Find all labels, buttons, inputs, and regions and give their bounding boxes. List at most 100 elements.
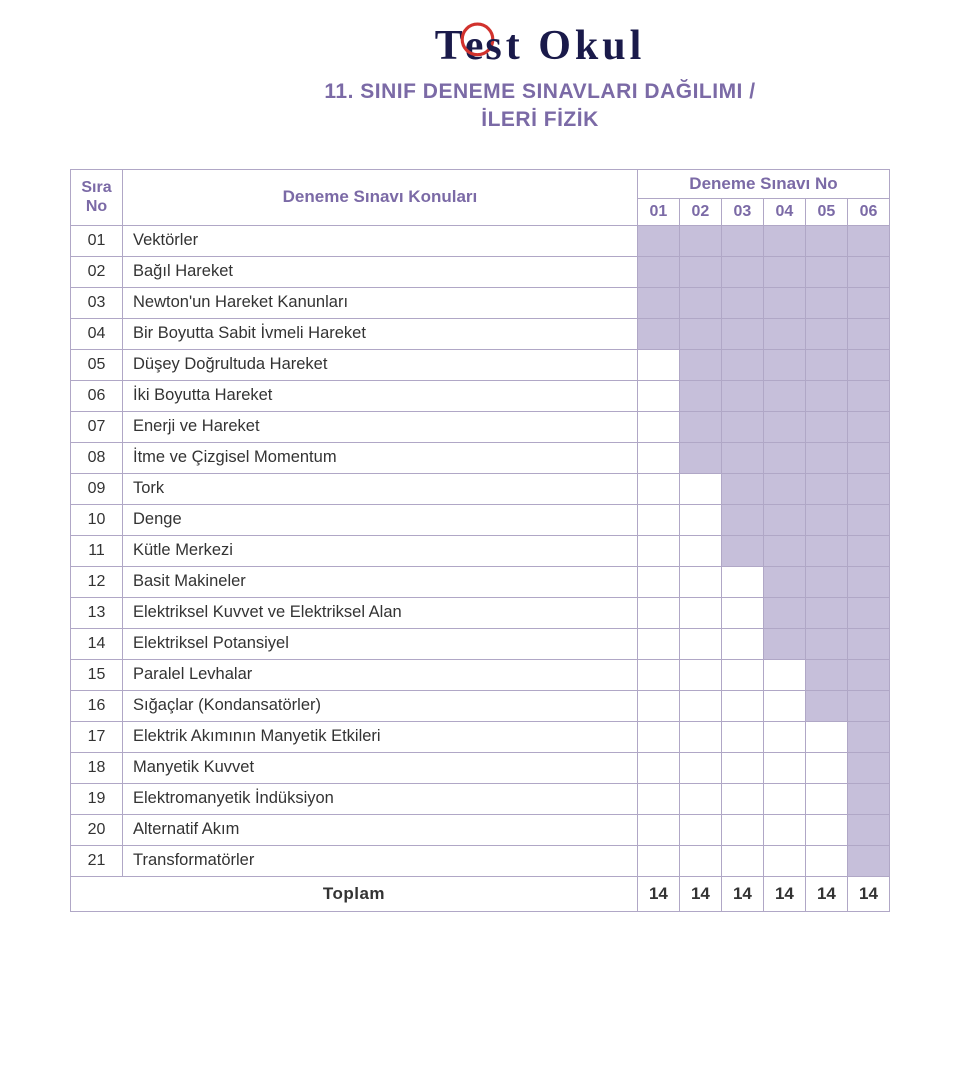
cell-blank: [763, 721, 805, 752]
cell-filled: [721, 473, 763, 504]
cell-blank: [721, 845, 763, 876]
header-exam-col: 01: [637, 198, 679, 225]
table-row: 18Manyetik Kuvvet: [71, 752, 890, 783]
cell-blank: [637, 380, 679, 411]
cell-blank: [637, 442, 679, 473]
table-row: 12Basit Makineler: [71, 566, 890, 597]
cell-blank: [805, 814, 847, 845]
cell-filled: [637, 256, 679, 287]
table-row: 06İki Boyutta Hareket: [71, 380, 890, 411]
table-row: 07Enerji ve Hareket: [71, 411, 890, 442]
cell-filled: [763, 411, 805, 442]
cell-blank: [637, 721, 679, 752]
cell-filled: [679, 256, 721, 287]
table-body: 01Vektörler02Bağıl Hareket03Newton'un Ha…: [71, 225, 890, 911]
cell-blank: [721, 783, 763, 814]
cell-filled: [847, 225, 889, 256]
total-value: 14: [805, 876, 847, 911]
row-topic: Transformatörler: [123, 845, 638, 876]
table-row: 17Elektrik Akımının Manyetik Etkileri: [71, 721, 890, 752]
cell-blank: [721, 690, 763, 721]
cell-filled: [763, 566, 805, 597]
cell-filled: [763, 349, 805, 380]
cell-filled: [763, 535, 805, 566]
row-number: 19: [71, 783, 123, 814]
table-row: 15Paralel Levhalar: [71, 659, 890, 690]
cell-blank: [763, 659, 805, 690]
row-topic: Düşey Doğrultuda Hareket: [123, 349, 638, 380]
page: T e st Okul 11. SINIF DENEME SINAVLARI D…: [0, 0, 960, 932]
cell-blank: [679, 783, 721, 814]
table-row: 20Alternatif Akım: [71, 814, 890, 845]
header-exam-col: 02: [679, 198, 721, 225]
cell-filled: [721, 442, 763, 473]
row-number: 11: [71, 535, 123, 566]
cell-filled: [847, 814, 889, 845]
row-number: 16: [71, 690, 123, 721]
cell-blank: [805, 752, 847, 783]
cell-filled: [847, 628, 889, 659]
table-row: 05Düşey Doğrultuda Hareket: [71, 349, 890, 380]
row-topic: Alternatif Akım: [123, 814, 638, 845]
cell-filled: [721, 380, 763, 411]
cell-filled: [763, 442, 805, 473]
row-number: 05: [71, 349, 123, 380]
table-row: 09Tork: [71, 473, 890, 504]
cell-blank: [763, 783, 805, 814]
total-label: Toplam: [71, 876, 638, 911]
total-value: 14: [721, 876, 763, 911]
row-number: 12: [71, 566, 123, 597]
cell-filled: [805, 690, 847, 721]
header-konular: Deneme Sınavı Konuları: [123, 169, 638, 225]
cell-filled: [805, 287, 847, 318]
cell-blank: [679, 752, 721, 783]
cell-blank: [637, 659, 679, 690]
cell-filled: [847, 721, 889, 752]
row-topic: Enerji ve Hareket: [123, 411, 638, 442]
cell-filled: [805, 597, 847, 628]
cell-blank: [721, 628, 763, 659]
cell-filled: [679, 442, 721, 473]
cell-blank: [637, 752, 679, 783]
row-topic: Bağıl Hareket: [123, 256, 638, 287]
cell-filled: [805, 380, 847, 411]
cell-filled: [847, 783, 889, 814]
cell-filled: [847, 690, 889, 721]
cell-filled: [805, 442, 847, 473]
cell-filled: [805, 504, 847, 535]
table-row: 04Bir Boyutta Sabit İvmeli Hareket: [71, 318, 890, 349]
table-row: 14Elektriksel Potansiyel: [71, 628, 890, 659]
table-row: 19Elektromanyetik İndüksiyon: [71, 783, 890, 814]
header-exam-col: 04: [763, 198, 805, 225]
cell-filled: [805, 349, 847, 380]
row-number: 08: [71, 442, 123, 473]
row-number: 10: [71, 504, 123, 535]
row-topic: Kütle Merkezi: [123, 535, 638, 566]
table-row: 10Denge: [71, 504, 890, 535]
cell-blank: [763, 814, 805, 845]
total-row: Toplam141414141414: [71, 876, 890, 911]
cell-filled: [847, 597, 889, 628]
brand-logo: T e st Okul: [70, 22, 890, 70]
table-row: 02Bağıl Hareket: [71, 256, 890, 287]
cell-blank: [805, 721, 847, 752]
cell-filled: [805, 225, 847, 256]
total-value: 14: [763, 876, 805, 911]
table-head: Sıra No Deneme Sınavı Konuları Deneme Sı…: [71, 169, 890, 225]
cell-filled: [847, 473, 889, 504]
cell-filled: [805, 411, 847, 442]
cell-filled: [763, 287, 805, 318]
cell-filled: [847, 380, 889, 411]
row-number: 01: [71, 225, 123, 256]
cell-filled: [763, 628, 805, 659]
row-topic: Elektriksel Potansiyel: [123, 628, 638, 659]
distribution-table: Sıra No Deneme Sınavı Konuları Deneme Sı…: [70, 169, 890, 912]
cell-filled: [679, 380, 721, 411]
header-sira-no: Sıra No: [71, 169, 123, 225]
header-exam-super: Deneme Sınavı No: [637, 169, 889, 198]
row-topic: Manyetik Kuvvet: [123, 752, 638, 783]
cell-blank: [637, 473, 679, 504]
cell-filled: [847, 504, 889, 535]
table-row: 01Vektörler: [71, 225, 890, 256]
table-row: 13Elektriksel Kuvvet ve Elektriksel Alan: [71, 597, 890, 628]
